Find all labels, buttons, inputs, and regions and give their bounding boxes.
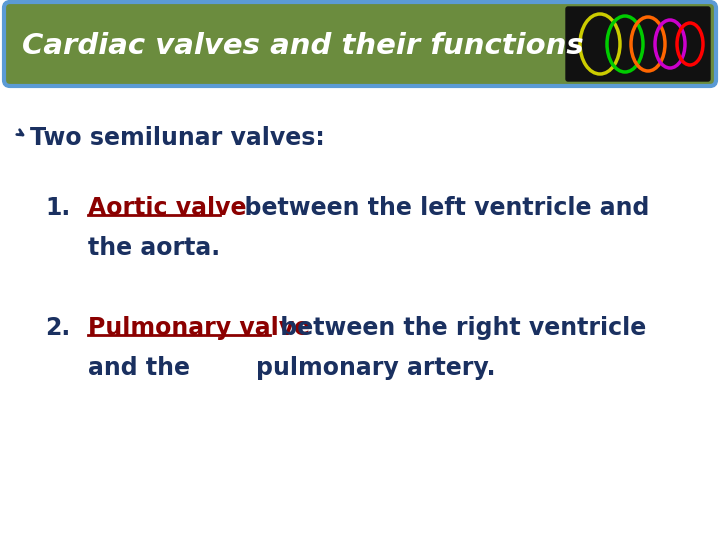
FancyBboxPatch shape	[566, 7, 710, 81]
Text: between the left ventricle and: between the left ventricle and	[228, 196, 649, 220]
Text: Two semilunar valves:: Two semilunar valves:	[30, 126, 325, 150]
Text: and the        pulmonary artery.: and the pulmonary artery.	[88, 356, 495, 380]
Text: 1.: 1.	[45, 196, 71, 220]
Text: between the right ventricle: between the right ventricle	[272, 316, 647, 340]
Text: Pulmonary valve: Pulmonary valve	[88, 316, 310, 340]
Text: Cardiac valves and their functions: Cardiac valves and their functions	[22, 32, 584, 60]
FancyBboxPatch shape	[4, 2, 716, 86]
Text: Aortic valve: Aortic valve	[88, 196, 246, 220]
Text: 2.: 2.	[45, 316, 71, 340]
Text: the aorta.: the aorta.	[88, 236, 220, 260]
